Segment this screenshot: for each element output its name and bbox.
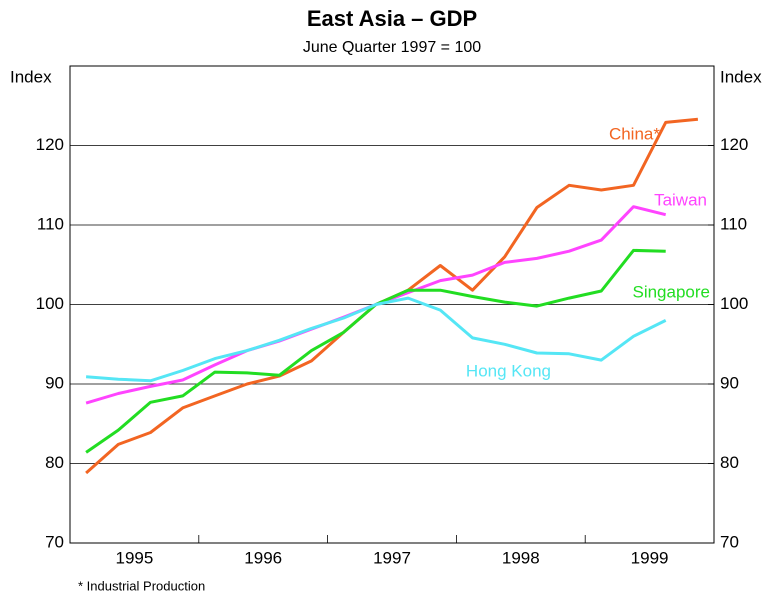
y-tick-label: 100 <box>36 294 64 313</box>
series-label: China* <box>609 124 660 143</box>
y2-tick-label: 90 <box>720 373 739 392</box>
series-label: Hong Kong <box>466 361 551 380</box>
y2-axis-label: Index <box>720 67 762 86</box>
y2-tick-label: 80 <box>720 453 739 472</box>
y-tick-label: 70 <box>45 532 64 551</box>
y-tick-label: 120 <box>36 135 64 154</box>
x-tick-label: 1997 <box>373 548 411 567</box>
y-axis-label: Index <box>10 67 52 86</box>
x-tick-label: 1998 <box>502 548 540 567</box>
footnote: * Industrial Production <box>78 578 205 593</box>
y2-tick-label: 110 <box>720 214 747 233</box>
chart-title: East Asia – GDP <box>307 6 477 31</box>
series-line <box>85 248 666 454</box>
y2-tick-label: 120 <box>720 135 748 154</box>
series-label: Singapore <box>632 282 710 301</box>
y2-tick-label: 70 <box>720 532 739 551</box>
y-tick-label: 110 <box>37 214 64 233</box>
series-line <box>85 296 667 383</box>
y-tick-label: 80 <box>45 453 64 472</box>
x-tick-label: 1999 <box>631 548 669 567</box>
series-label: Taiwan <box>654 190 707 209</box>
x-tick-label: 1995 <box>115 548 153 567</box>
x-tick-label: 1996 <box>244 548 282 567</box>
y-tick-label: 90 <box>45 373 64 392</box>
y2-tick-label: 100 <box>720 294 748 313</box>
chart-subtitle: June Quarter 1997 = 100 <box>303 39 481 56</box>
